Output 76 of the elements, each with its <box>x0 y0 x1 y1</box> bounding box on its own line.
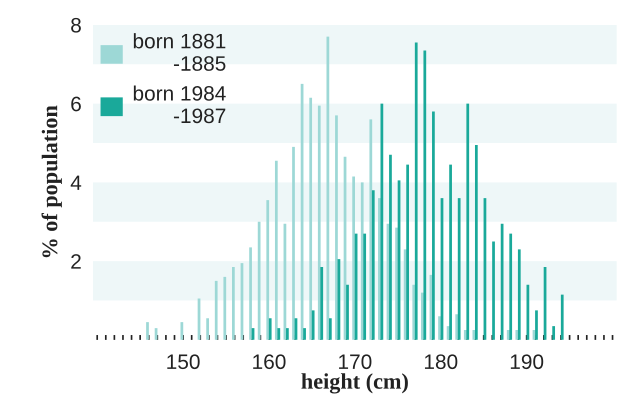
x-tick-label: 180 <box>424 354 458 370</box>
bar <box>326 36 330 340</box>
bar <box>544 267 546 340</box>
bar <box>378 198 381 340</box>
bar <box>420 292 424 340</box>
bar <box>526 284 530 340</box>
bar <box>338 259 340 340</box>
bar <box>249 247 252 340</box>
bar <box>335 115 338 340</box>
bar <box>328 318 332 340</box>
bar <box>380 104 384 340</box>
bar <box>423 50 426 340</box>
bar <box>266 200 270 340</box>
bar <box>286 328 289 340</box>
bar <box>198 298 200 340</box>
bar <box>363 234 366 340</box>
bar <box>414 42 418 340</box>
y-tick-label: 8 <box>71 18 81 33</box>
bar <box>484 198 486 340</box>
bar <box>395 228 398 340</box>
bar <box>369 119 372 340</box>
bar <box>466 104 470 340</box>
bar <box>146 322 149 340</box>
bar <box>268 318 272 340</box>
bar <box>300 84 304 340</box>
bar <box>214 280 218 340</box>
bar <box>258 222 261 340</box>
bar <box>474 144 478 340</box>
y-axis-title: % of population <box>41 106 62 258</box>
bar <box>389 154 392 340</box>
bar <box>430 274 432 340</box>
bar <box>386 224 390 340</box>
bar <box>292 146 295 340</box>
y-tick-label: 6 <box>71 96 81 112</box>
x-tick-label: 150 <box>167 354 200 370</box>
bar <box>440 198 444 340</box>
bar <box>232 267 235 340</box>
bar <box>535 310 538 340</box>
bar <box>432 111 435 340</box>
bar <box>206 318 209 340</box>
bar <box>284 224 286 340</box>
bar <box>223 276 226 340</box>
bar <box>458 198 461 340</box>
bar <box>274 160 278 340</box>
bar <box>492 241 495 340</box>
bar <box>318 106 321 340</box>
bar <box>294 318 298 340</box>
bar <box>344 156 346 340</box>
bar <box>346 284 349 340</box>
bar <box>354 234 358 340</box>
y-tick-label: 4 <box>70 176 82 190</box>
bar <box>509 234 512 340</box>
bar <box>406 164 410 340</box>
bar <box>404 249 407 340</box>
bar <box>180 322 184 340</box>
y-tick-label: 2 <box>71 254 81 269</box>
x-axis-title: height (cm) <box>301 373 408 394</box>
bar <box>240 263 244 340</box>
bar <box>518 249 521 340</box>
bar <box>303 328 306 340</box>
bar <box>398 180 400 340</box>
bar <box>372 190 375 340</box>
bar <box>320 267 324 340</box>
bar <box>360 182 364 340</box>
legend-label: born 1984 -1987 <box>134 85 226 124</box>
bar <box>560 294 564 340</box>
bar <box>412 284 416 340</box>
bar <box>309 98 312 340</box>
bar <box>154 328 158 340</box>
x-tick-label: 160 <box>253 354 286 370</box>
bar <box>449 164 452 340</box>
x-tick-label: 170 <box>339 354 372 370</box>
bar <box>252 328 254 340</box>
legend-label: born 1881 -1885 <box>134 33 226 71</box>
bar <box>500 224 504 340</box>
x-tick-label: 190 <box>510 354 544 370</box>
